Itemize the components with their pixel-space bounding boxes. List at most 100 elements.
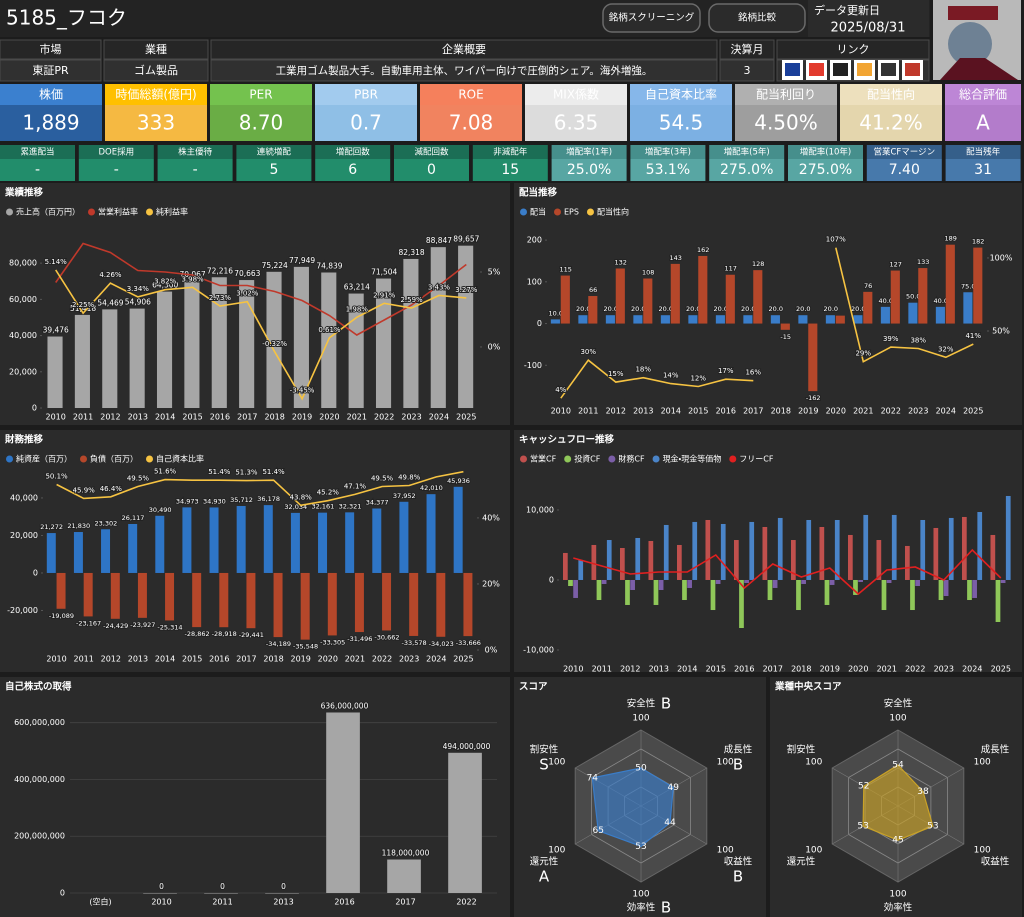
bar (246, 572, 256, 629)
indicator-body (709, 159, 785, 181)
data-label: 45.2% (317, 489, 340, 497)
bar (129, 308, 145, 408)
nav-button[interactable] (708, 3, 806, 33)
indicator-label: 増配率(1年) (566, 147, 612, 158)
metric-header (630, 84, 732, 105)
data-label: 72,216 (207, 266, 233, 275)
y-tick-label: -100 (524, 361, 542, 370)
legend-label: 現金・現金等価物 (663, 454, 722, 464)
legend-swatch (146, 208, 153, 216)
data-label: -35,548 (293, 643, 318, 651)
metric-label: ROE (458, 88, 483, 102)
metric-header (420, 84, 522, 105)
metric-body (210, 105, 312, 141)
radar-area (591, 767, 674, 847)
data-label: -33,578 (402, 639, 427, 647)
bar (578, 559, 584, 580)
x-tick-label: 2017 (237, 413, 257, 422)
chart-title: スコア (519, 682, 548, 693)
bar (715, 315, 725, 324)
data-label: -29,441 (239, 631, 264, 639)
radar-axis-label: 安全性 (627, 698, 656, 710)
indicator-body (394, 159, 469, 181)
x-tick-label: 2021 (877, 665, 897, 674)
radar-value: 53 (635, 842, 646, 852)
y-tick-label: 80,000 (9, 259, 37, 268)
bar (705, 519, 711, 580)
nav-button[interactable] (602, 3, 701, 33)
bar (908, 302, 918, 324)
x-tick-label: 2024 (962, 665, 982, 674)
profile-value: 工業用ゴム製品大手。自動車用主体、ワイパー向けで圧倒的シェア。海外増強。 (276, 64, 653, 77)
data-label: 71,504 (371, 268, 397, 277)
data-label: -15 (780, 333, 791, 341)
link-icon-mark[interactable] (785, 63, 800, 76)
x-tick-label: 2017 (236, 655, 256, 664)
update-box (808, 0, 929, 37)
bar (326, 712, 360, 893)
link-icon-mark[interactable] (905, 63, 920, 76)
x-tick-label: 2019 (291, 655, 311, 664)
indicator-value: 275.0% (799, 162, 852, 178)
link-icon-mark[interactable] (809, 63, 824, 76)
bar (967, 579, 972, 601)
data-label: 494,000,000 (443, 742, 491, 751)
nav-button-label[interactable]: 銘柄比較 (738, 12, 777, 24)
metric-body (945, 105, 1021, 141)
line-series (56, 470, 464, 507)
data-label: 29% (855, 350, 871, 358)
data-label: 34,930 (203, 497, 226, 505)
bar (835, 315, 845, 324)
link-icon-mark[interactable] (833, 63, 848, 76)
bar (619, 547, 625, 580)
data-label: 77,949 (289, 256, 315, 265)
bar (463, 572, 473, 637)
link-icon-mark[interactable] (881, 63, 896, 76)
data-label: 18% (635, 366, 651, 374)
indicator-value: 6 (348, 162, 357, 178)
y2-tick-label: 100% (990, 253, 1013, 262)
metric-body (840, 105, 942, 141)
chart-panel (0, 430, 510, 672)
metric-body (420, 105, 522, 141)
data-label: 39,476 (43, 326, 69, 335)
bar (762, 526, 768, 580)
metric-value: A (976, 111, 990, 135)
x-tick-label: 2010 (151, 898, 171, 907)
data-label: 51.6% (154, 468, 177, 476)
data-label: 21,272 (40, 523, 63, 531)
profile-header: リンク (837, 43, 870, 56)
chart-title: 自己株式の取得 (5, 681, 72, 693)
bar (780, 323, 790, 330)
data-label: 32,161 (312, 503, 335, 511)
bar (772, 579, 778, 588)
bar (354, 572, 364, 633)
bar (990, 534, 996, 580)
bar (972, 579, 977, 598)
bar (573, 579, 578, 598)
radar-value: 52 (858, 782, 869, 792)
bar (436, 572, 446, 637)
metric-value: 54.5 (659, 111, 704, 135)
indicator-label: DOE採用 (98, 147, 134, 158)
y-tick-label: 0 (537, 319, 542, 328)
y-tick-label: -10,000 (523, 645, 554, 654)
bar (933, 527, 939, 580)
profile-header-cell (0, 39, 102, 60)
profile-value: 東証PR (32, 64, 69, 77)
nav-button-label[interactable]: 銘柄スクリーニング (609, 12, 695, 24)
bar (948, 517, 954, 580)
data-label: 70,663 (234, 269, 260, 278)
link-icon-mark[interactable] (857, 63, 872, 76)
y2-tick-label: 50% (992, 326, 1010, 335)
bar (578, 315, 588, 324)
data-label: 75,224 (262, 261, 288, 270)
bar (403, 258, 419, 408)
bar (881, 579, 887, 611)
data-label: 3.43% (428, 284, 451, 292)
bar (430, 247, 446, 408)
data-label: 41% (965, 332, 981, 340)
data-label: 51.4% (262, 468, 285, 476)
chart-panel (514, 430, 1022, 672)
bar (904, 545, 910, 580)
